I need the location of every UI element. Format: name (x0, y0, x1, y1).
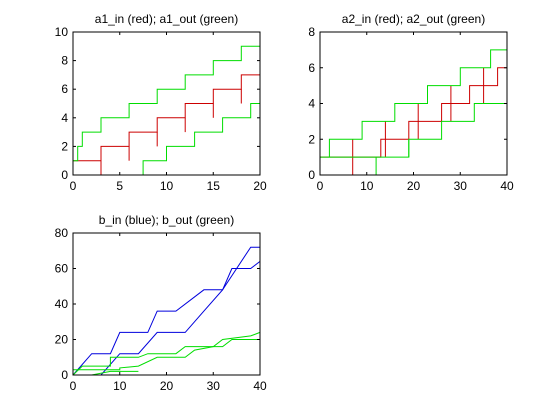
plot-a1-ytick-label: 6 (61, 82, 68, 96)
plot-a1-ytick-label: 4 (61, 111, 68, 125)
plot-a1-xtick-label: 20 (253, 179, 267, 193)
plot-b-series-green-2 (72, 339, 260, 376)
plot-a1-xtick-label: 10 (160, 179, 174, 193)
plot-a2-ytick-label: 8 (308, 25, 315, 39)
plot-b: b_in (blue); b_out (green) 0 10 20 30 40 0 20 4… (55, 213, 267, 393)
plot-a1-ytick-label: 0 (61, 168, 68, 182)
plot-b-series-green-4 (91, 370, 139, 376)
plot-a2-xtick-label: 20 (407, 179, 421, 193)
plot-b-series-blue-0 (72, 246, 260, 376)
plot-a2-ytick-label: 4 (308, 97, 315, 111)
plot-a1-ytick-label: 10 (55, 25, 69, 39)
plot-b-xtick-label: 10 (113, 379, 127, 393)
plot-b-xtick-label: 20 (160, 379, 174, 393)
plot-a2-xtick-label: 0 (317, 179, 324, 193)
plot-a1-title: a1_in (red); a1_out (green) (95, 12, 238, 26)
plot-a2-series-red-0 (320, 67, 507, 158)
plot-b-xtick-label: 30 (207, 379, 221, 393)
plot-a1-ytick-label: 2 (61, 139, 68, 153)
plot-a2-xtick-label: 10 (360, 179, 374, 193)
plot-a2-ytick-label: 0 (308, 168, 315, 182)
plot-b-ytick-label: 80 (55, 226, 69, 240)
plot-a1-series-red-1 (73, 74, 260, 162)
plot-b-ytick-label: 20 (55, 333, 69, 347)
plot-a2-series-green-6 (328, 49, 507, 158)
plot-a2-xtick-label: 30 (454, 179, 468, 193)
plot-a2-series-green-7 (320, 156, 377, 175)
plot-a1-ytick-label: 8 (61, 54, 68, 68)
plot-a1-xtick-label: 5 (116, 179, 123, 193)
plot-b-ytick-label: 60 (55, 262, 69, 276)
plot-a1-series-green-10 (142, 103, 260, 175)
plot-a2: a2_in (red); a2_out (green) 0 10 20 30 40 0 2 4… (308, 12, 514, 193)
plot-b-series-green-3 (73, 331, 261, 371)
plot-a2-title: a2_in (red); a2_out (green) (342, 12, 485, 26)
plot-b-series-blue-1 (73, 261, 261, 376)
plot-a1-xtick-label: 0 (70, 179, 77, 193)
plot-a2-xtick-label: 40 (500, 179, 514, 193)
plot-b-title: b_in (blue); b_out (green) (99, 213, 234, 227)
plot-a1-xtick-label: 15 (207, 179, 221, 193)
plot-b-ytick-label: 0 (61, 368, 68, 382)
plot-b-xtick-label: 0 (70, 379, 77, 393)
plot-b-xtick-label: 40 (253, 379, 267, 393)
plot-a2-ytick-label: 2 (308, 132, 315, 146)
plot-a1: a1_in (red); a1_out (green) 0 5 10 15 20 0 2 4 6… (55, 12, 267, 193)
plot-a2-ytick-label: 6 (308, 61, 315, 75)
plot-a1-series-green-9 (73, 45, 260, 162)
plot-b-ytick-label: 40 (55, 297, 69, 311)
